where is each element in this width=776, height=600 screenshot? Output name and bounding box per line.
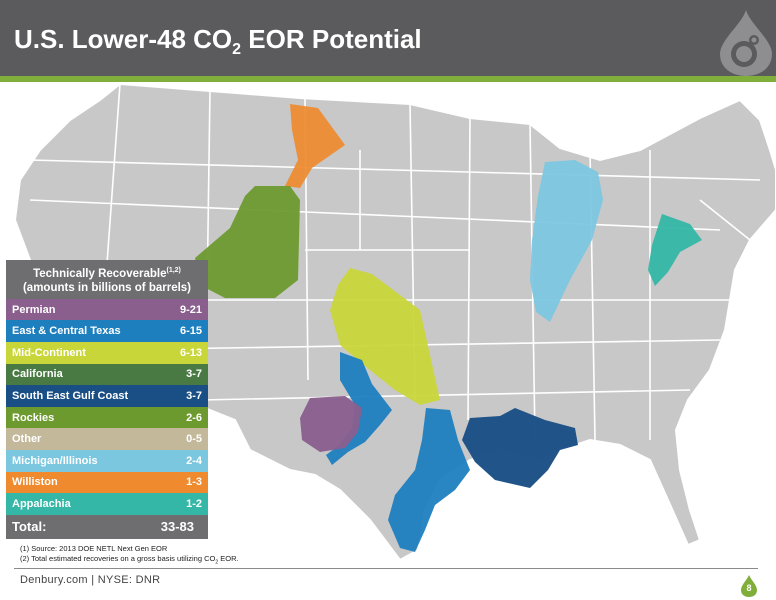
legend-region-label: Other (12, 433, 42, 446)
footnote-2: (2) Total estimated recoveries on a gros… (20, 554, 239, 568)
title-main: U.S. Lower-48 CO (14, 24, 233, 54)
region-williston (285, 104, 345, 188)
us-map (13, 82, 776, 562)
region-south-east-gulf-coast (462, 408, 578, 488)
legend-row-rockies: Rockies 2-6 (6, 406, 208, 429)
eor-regions (195, 104, 702, 552)
legend-region-label: East & Central Texas (12, 325, 121, 338)
recoverable-legend-table: Technically Recoverable(1,2) (amounts in… (6, 260, 208, 539)
legend-row-california: California 3-7 (6, 363, 208, 386)
legend-region-amount: 6-15 (179, 325, 202, 338)
header-bar (0, 0, 776, 76)
legend-region-label: Williston (12, 476, 58, 489)
legend-heading-line1: Technically Recoverable (33, 267, 167, 280)
legend-region-label: Permian (12, 303, 56, 316)
legend-region-label: South East Gulf Coast (12, 390, 129, 402)
page-number-drop-icon (741, 575, 757, 597)
region-mid-continent (330, 268, 440, 405)
legend-total-row: Total: 33-83 (6, 514, 208, 539)
header-accent-stripe (0, 76, 776, 82)
legend-region-amount: 0-5 (186, 433, 202, 446)
footnotes: (1) Source: 2013 DOE NETL Next Gen EOR (… (20, 544, 239, 568)
footnote-2-main: (2) Total estimated recoveries on a gros… (20, 554, 216, 563)
footnote-1: (1) Source: 2013 DOE NETL Next Gen EOR (20, 544, 168, 553)
footnote-2-end: EOR. (218, 554, 239, 563)
title-rest: EOR Potential (241, 24, 422, 54)
footer-divider (14, 568, 758, 569)
legend-row-other: Other 0-5 (6, 428, 208, 450)
footnote-2-subscript: 2 (215, 559, 219, 566)
page-number: 8 (746, 583, 752, 593)
legend-heading-footnote: (1,2) (166, 267, 181, 274)
legend-region-amount: 1-2 (186, 497, 202, 510)
legend-region-amount: 1-3 (186, 476, 202, 489)
legend-region-amount: 3-7 (186, 390, 202, 402)
legend-region-amount: 2-4 (186, 454, 202, 467)
region-east-central-texas-south (388, 408, 470, 552)
title-subscript: 2 (232, 41, 242, 58)
region-michigan-illinois (530, 160, 603, 322)
legend-region-amount: 9-21 (179, 303, 202, 316)
legend-heading-line2: (amounts in billions of barrels) (22, 281, 192, 294)
legend-row-permian: Permian 9-21 (6, 298, 208, 321)
legend-region-label: California (12, 368, 63, 381)
region-appalachia (648, 214, 702, 286)
legend-region-label: Michigan/Illinois (12, 454, 98, 467)
region-rockies (195, 186, 300, 298)
legend-total-value: 33-83 (160, 519, 194, 535)
legend-region-amount: 2-6 (186, 411, 202, 424)
region-permian (300, 396, 362, 452)
legend-region-label: Appalachia (12, 497, 71, 510)
legend-region-amount: 3-7 (186, 368, 202, 381)
footer-company-text: Denbury.com | NYSE: DNR (20, 574, 161, 586)
legend-row-south-east-gulf-coast: South East Gulf Coast 3-7 (6, 385, 208, 407)
legend-row-mid-continent: Mid-Continent 6-13 (6, 342, 208, 364)
denbury-drop-logo-icon (720, 10, 772, 76)
legend-heading: Technically Recoverable(1,2) (amounts in… (6, 260, 208, 299)
legend-region-amount: 6-13 (179, 346, 202, 359)
legend-row-appalachia: Appalachia 1-2 (6, 493, 208, 515)
legend-row-east-central-texas: East & Central Texas 6-15 (6, 320, 208, 343)
legend-rows: Permian 9-21 East & Central Texas 6-15 Mid-C… (6, 298, 208, 515)
page-title: U.S. Lower-48 CO2 EOR Potential (14, 24, 422, 59)
legend-row-williston: Williston 1-3 (6, 471, 208, 494)
legend-region-label: Rockies (12, 411, 55, 424)
legend-total-label: Total: (12, 519, 47, 535)
legend-row-michigan-illinois: Michigan/Illinois 2-4 (6, 449, 208, 472)
legend-region-label: Mid-Continent (12, 346, 86, 359)
